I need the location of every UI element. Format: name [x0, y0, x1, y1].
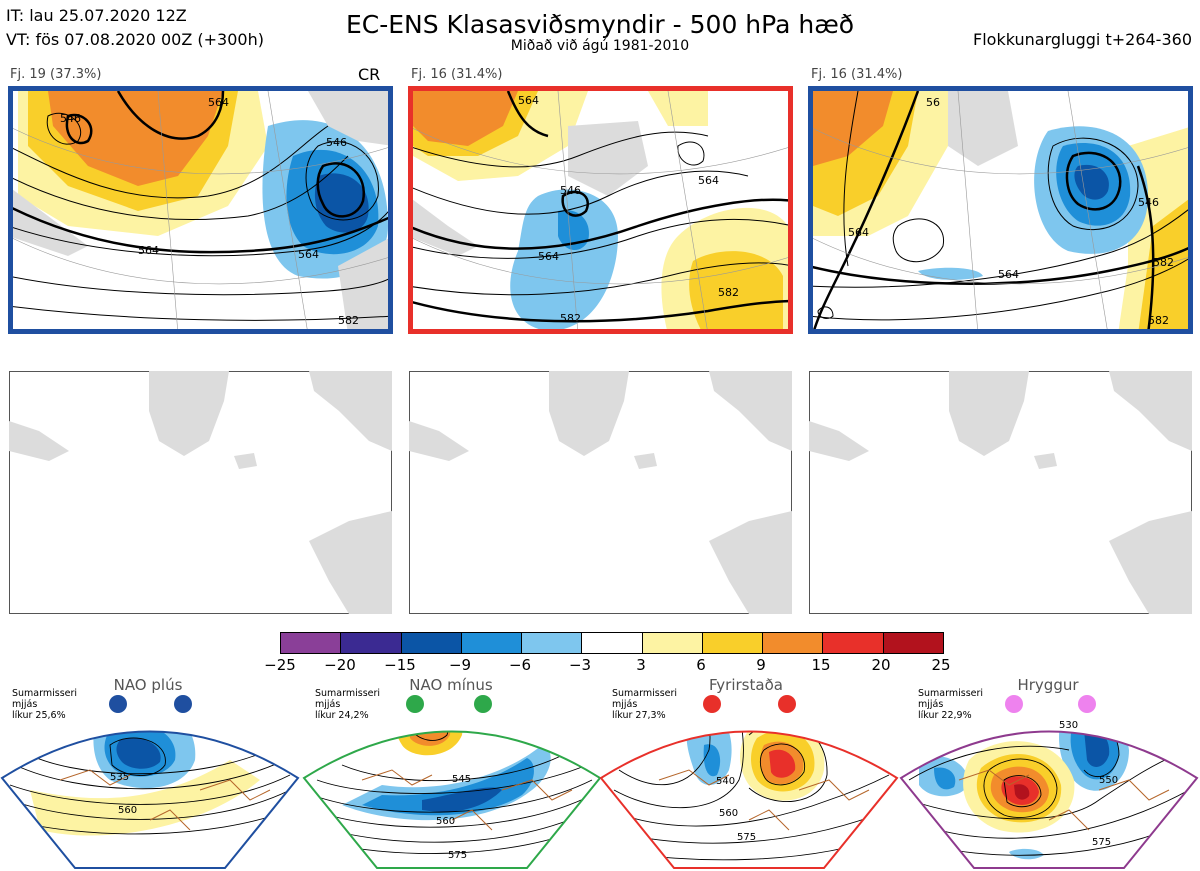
regime-4-contour-label: 530 [1059, 720, 1078, 731]
colorbar-segment [281, 633, 342, 653]
colorbar-segment [341, 633, 402, 653]
regime-4-map: 530 550 575 [899, 695, 1199, 869]
colorbar-tick: −25 [264, 656, 296, 674]
cluster-3-contour-label: 582 [1153, 256, 1174, 269]
regime-4-contour-label: 550 [1099, 775, 1118, 786]
cluster-2-contour-label: 582 [560, 312, 581, 325]
cluster-2-contour-label: 564 [518, 94, 539, 107]
cluster-1-contour-label: 582 [338, 314, 359, 327]
chart-title: EC-ENS Klasasviðsmyndir - 500 hPa hæð [345, 10, 855, 39]
regime-3-contour-label: 540 [716, 776, 735, 787]
regime-2-contour-label: 545 [452, 774, 471, 785]
cluster-2-contour-label: 582 [718, 286, 739, 299]
regime-1-title: NAO plús [113, 676, 183, 694]
colorbar-tick: −6 [508, 656, 532, 674]
cluster-2-map: 564 546 564 564 582 582 [408, 86, 793, 334]
regime-1-note: Sumarmisseri mjjás líkur 25,6% [12, 688, 78, 721]
cluster-1-tag: CR [358, 65, 381, 84]
colorbar-segment [582, 633, 643, 653]
colorbar-segment [763, 633, 824, 653]
regime-2-title: NAO mínus [409, 676, 493, 694]
regime-2-map: 545 560 575 [302, 695, 602, 869]
initial-time-label: IT: lau 25.07.2020 12Z [6, 6, 187, 25]
cluster-1-contour-label: 546 [60, 112, 81, 125]
regime-1-contour-label: 535 [110, 772, 129, 783]
empty-map-1 [9, 371, 392, 614]
classification-window-label: Flokkunargluggi t+264-360 [973, 30, 1192, 49]
cluster-2-contour-label: 564 [698, 174, 719, 187]
cluster-2-label: Fj. 16 (31.4%) [411, 67, 503, 82]
cluster-3-map: 56 564 546 564 582 582 [808, 86, 1193, 334]
cluster-2-contour-label: 564 [538, 250, 559, 263]
regime-1-map: 535 560 [0, 695, 300, 869]
cluster-3-contour-label: 564 [998, 268, 1019, 281]
regime-4-title: Hryggur [1017, 676, 1079, 694]
colorbar-tick: 6 [696, 656, 706, 674]
empty-map-2 [409, 371, 792, 614]
cluster-1-contour-label: 564 [208, 96, 229, 109]
cluster-3-contour-label: 56 [926, 96, 940, 109]
regime-2-contour-label: 575 [448, 850, 467, 861]
colorbar-segment [642, 633, 703, 653]
colorbar-tick: 15 [811, 656, 831, 674]
colorbar-tick: −15 [384, 656, 416, 674]
cluster-2-contour-label: 546 [560, 184, 581, 197]
colorbar-segment [702, 633, 764, 653]
regime-3-map: 540 560 575 [599, 695, 899, 869]
regime-1-contour-label: 560 [118, 805, 137, 816]
regime-3-note: Sumarmisseri mjjás líkur 27,3% [612, 688, 678, 721]
colorbar-segment [823, 633, 884, 653]
cluster-1-label: Fj. 19 (37.3%) [10, 67, 102, 82]
colorbar [280, 632, 944, 654]
cluster-1-contour-label: 546 [326, 136, 347, 149]
cluster-1-map: 546 564 546 564 564 582 [8, 86, 393, 334]
regime-4-contour-label: 575 [1092, 837, 1111, 848]
colorbar-tick: −20 [324, 656, 356, 674]
colorbar-segment [401, 633, 462, 653]
colorbar-tick: −9 [448, 656, 472, 674]
cluster-1-contour-label: 564 [138, 244, 159, 257]
colorbar-tick: 20 [871, 656, 891, 674]
colorbar-segment [461, 633, 523, 653]
colorbar-tick: 25 [931, 656, 951, 674]
regime-3-contour-label: 575 [737, 832, 756, 843]
chart-subtitle: Miðað við ágú 1981-2010 [510, 38, 690, 54]
cluster-3-contour-label: 564 [848, 226, 869, 239]
regime-4-note: Sumarmisseri mjjás líkur 22,9% [918, 688, 984, 721]
cluster-3-contour-label: 546 [1138, 196, 1159, 209]
regime-2-contour-label: 560 [436, 816, 455, 827]
colorbar-tick: 3 [636, 656, 646, 674]
regime-3-contour-label: 560 [719, 808, 738, 819]
colorbar-tick: 9 [756, 656, 766, 674]
regime-3-title: Fyrirstaða [709, 676, 783, 694]
colorbar-tick: −3 [568, 656, 592, 674]
colorbar-segment [522, 633, 583, 653]
valid-time-label: VT: fös 07.08.2020 00Z (+300h) [6, 30, 264, 49]
regime-2-note: Sumarmisseri mjjás líkur 24,2% [315, 688, 381, 721]
colorbar-segment [883, 633, 943, 653]
empty-map-3 [809, 371, 1192, 614]
cluster-1-contour-label: 564 [298, 248, 319, 261]
cluster-3-label: Fj. 16 (31.4%) [811, 67, 903, 82]
cluster-3-contour-label: 582 [1148, 314, 1169, 327]
